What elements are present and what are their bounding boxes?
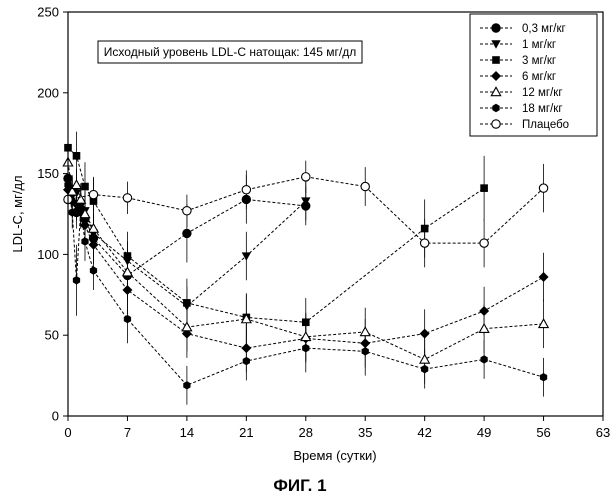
data-point xyxy=(480,239,488,247)
x-tick-label: 35 xyxy=(358,425,372,440)
data-point xyxy=(73,152,81,160)
x-tick-label: 63 xyxy=(596,425,610,440)
x-tick-label: 49 xyxy=(477,425,491,440)
legend-label: Плацебо xyxy=(522,119,569,131)
x-axis-title: Время (сутки) xyxy=(293,448,376,463)
legend-marker xyxy=(492,56,500,64)
data-point xyxy=(539,184,547,192)
legend-label: 3 мг/кг xyxy=(522,55,556,67)
y-tick-label: 50 xyxy=(45,328,59,343)
x-tick-label: 14 xyxy=(180,425,194,440)
figure-caption: ФИГ. 1 xyxy=(273,476,326,495)
data-point xyxy=(123,194,131,202)
data-point xyxy=(183,229,191,237)
x-tick-label: 0 xyxy=(64,425,71,440)
data-point xyxy=(242,186,250,194)
legend-label: 1 мг/кг xyxy=(522,39,556,51)
legend: 0,3 мг/кг 1 мг/кг 3 мг/кг 6 мг/кг 12 мг/кг 18… xyxy=(470,14,597,136)
data-point xyxy=(480,184,488,192)
x-tick-label: 56 xyxy=(536,425,550,440)
data-point xyxy=(81,183,89,191)
data-point xyxy=(183,207,191,215)
x-tick-label: 7 xyxy=(124,425,131,440)
data-point xyxy=(420,239,428,247)
data-point xyxy=(242,195,250,203)
x-tick-label: 42 xyxy=(417,425,431,440)
legend-label: 6 мг/кг xyxy=(522,71,556,83)
data-point xyxy=(183,299,191,307)
y-tick-label: 100 xyxy=(37,247,59,262)
legend-label: 0,3 мг/кг xyxy=(522,23,566,35)
y-tick-label: 250 xyxy=(37,5,59,20)
data-point xyxy=(302,173,310,181)
legend-marker xyxy=(492,120,500,128)
legend-marker xyxy=(492,24,500,32)
legend-label: 18 мг/кг xyxy=(522,103,563,115)
data-point xyxy=(89,190,97,198)
y-tick-label: 150 xyxy=(37,166,59,181)
data-point xyxy=(361,182,369,190)
y-tick-label: 200 xyxy=(37,85,59,100)
x-tick-label: 28 xyxy=(299,425,313,440)
y-axis-title: LDL-C, мг/дл xyxy=(10,175,25,252)
annotation-text: Исходный уровень LDL-C натощак: 145 мг/д… xyxy=(104,45,356,59)
legend-label: 12 мг/кг xyxy=(522,87,563,99)
data-point xyxy=(302,318,310,326)
data-point xyxy=(421,225,429,233)
y-tick-label: 0 xyxy=(52,409,59,424)
x-tick-label: 21 xyxy=(239,425,253,440)
data-point xyxy=(124,252,132,260)
